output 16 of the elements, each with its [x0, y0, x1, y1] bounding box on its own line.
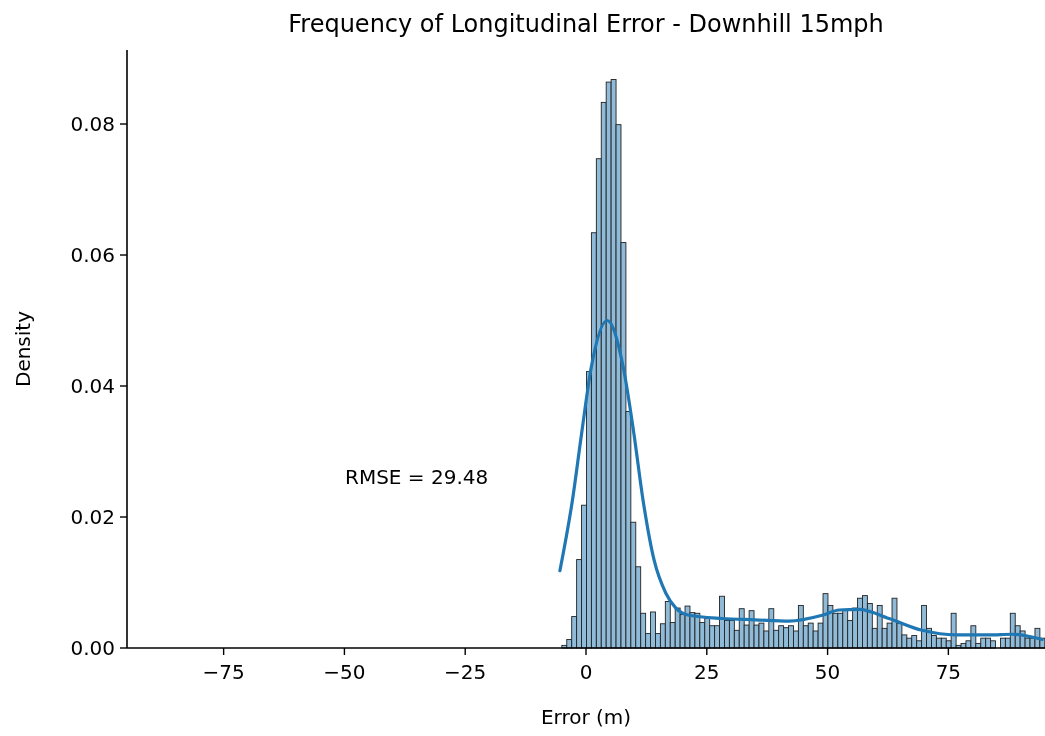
x-tick-label: 75 — [935, 660, 962, 684]
y-tick-label: 0.04 — [70, 374, 115, 399]
x-tick-label: 50 — [814, 660, 841, 684]
chart-title: Frequency of Longitudinal Error - Downhill 15mph — [288, 10, 884, 38]
x-tick-label: 0 — [579, 660, 593, 684]
x-tick-label: −25 — [444, 660, 487, 684]
y-axis-title: Density — [11, 310, 35, 388]
x-axis-title: Error (m) — [540, 705, 632, 729]
x-tick-label: −50 — [323, 660, 366, 684]
y-tick-label: 0.02 — [70, 505, 115, 529]
y-tick-label: 0.00 — [70, 636, 115, 660]
y-tick-label: 0.06 — [70, 243, 115, 268]
y-tick-label: 0.08 — [70, 112, 115, 137]
x-tick-label: −75 — [202, 660, 245, 684]
x-tick-label: 25 — [694, 660, 720, 684]
annotation: RMSE = 29.48 — [345, 465, 489, 489]
